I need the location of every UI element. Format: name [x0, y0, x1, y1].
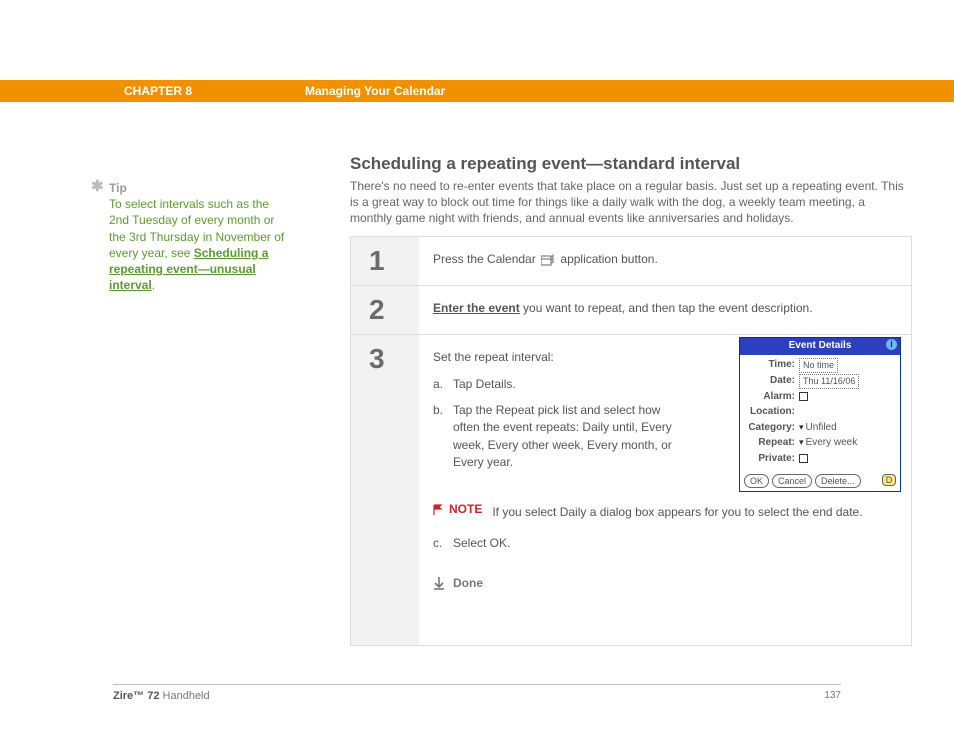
- event-details-dialog: Event Details i Time: No time Date: Thu 11…: [739, 337, 901, 492]
- done-arrow-icon: [433, 577, 445, 591]
- footer-product-bold: Zire™ 72: [113, 690, 159, 702]
- info-icon[interactable]: i: [886, 339, 897, 350]
- time-label: Time:: [745, 358, 795, 373]
- dialog-titlebar: Event Details i: [740, 338, 900, 355]
- repeat-label: Repeat:: [745, 436, 795, 451]
- step-row: 1 Press the Calendar application button.: [351, 237, 911, 286]
- step-body: Enter the event you want to repeat, and …: [419, 286, 911, 334]
- substep-letter: a.: [433, 376, 453, 393]
- time-value[interactable]: No time: [799, 358, 838, 373]
- category-picklist[interactable]: Unfiled: [799, 421, 837, 436]
- step-number: 2: [351, 286, 419, 334]
- private-label: Private:: [745, 452, 795, 467]
- date-label: Date:: [745, 374, 795, 389]
- category-label: Category:: [745, 421, 795, 436]
- page-number: 137: [824, 690, 841, 701]
- footer-product-rest: Handheld: [159, 690, 209, 702]
- dialog-buttons: OK Cancel Delete... D: [740, 471, 900, 491]
- tip-star-icon: ✱: [91, 177, 104, 197]
- tip-label: Tip: [109, 181, 127, 195]
- private-checkbox[interactable]: [799, 454, 808, 463]
- dialog-body: Time: No time Date: Thu 11/16/06 Alarm: Lo…: [740, 355, 900, 472]
- alarm-label: Alarm:: [745, 390, 795, 405]
- step-body: Set the repeat interval: a. Tap Details.…: [419, 335, 911, 645]
- calendar-icon: [541, 254, 555, 266]
- step-body: Press the Calendar application button.: [419, 237, 911, 285]
- step-row: 3 Set the repeat interval: a. Tap Detail…: [351, 335, 911, 645]
- step-number: 1: [351, 237, 419, 285]
- substep-text: Select OK.: [453, 535, 893, 552]
- chapter-title: Managing Your Calendar: [305, 84, 445, 98]
- chapter-label: CHAPTER 8: [124, 84, 192, 98]
- footer-divider: [113, 684, 841, 685]
- step2-text-after: you want to repeat, and then tap the eve…: [520, 301, 813, 315]
- step1-text-after: application button.: [560, 252, 657, 266]
- help-button[interactable]: D: [882, 474, 896, 486]
- substep-letter: c.: [433, 535, 453, 552]
- dialog-title: Event Details: [789, 340, 852, 351]
- enter-event-link[interactable]: Enter the event: [433, 301, 520, 315]
- substep-text: Tap the Repeat pick list and select how …: [453, 402, 683, 472]
- section-heading: Scheduling a repeating event—standard in…: [350, 154, 740, 174]
- date-value[interactable]: Thu 11/16/06: [799, 374, 859, 389]
- location-label: Location:: [745, 405, 795, 420]
- delete-button[interactable]: Delete...: [815, 474, 861, 488]
- footer-product: Zire™ 72 Handheld: [113, 690, 210, 702]
- chapter-header-bar: CHAPTER 8 Managing Your Calendar: [0, 80, 954, 102]
- substep-text: Tap Details.: [453, 376, 683, 393]
- cancel-button[interactable]: Cancel: [772, 474, 812, 488]
- note-label: NOTE: [449, 501, 482, 518]
- done-label: Done: [453, 575, 483, 592]
- step-row: 2 Enter the event you want to repeat, an…: [351, 286, 911, 335]
- intro-paragraph: There's no need to re-enter events that …: [350, 178, 905, 227]
- substep-letter: b.: [433, 402, 453, 472]
- note-row: NOTE If you select Daily a dialog box ap…: [433, 501, 893, 521]
- tip-box: ✱ Tip To select intervals such as the 2n…: [109, 180, 289, 293]
- step1-text-before: Press the Calendar: [433, 252, 539, 266]
- step-number: 3: [351, 335, 419, 645]
- done-marker: Done: [433, 575, 893, 592]
- alarm-checkbox[interactable]: [799, 392, 808, 401]
- substep: c. Select OK.: [433, 535, 893, 552]
- ok-button[interactable]: OK: [744, 474, 769, 488]
- steps-container: 1 Press the Calendar application button.…: [350, 236, 912, 646]
- note-flag-icon: NOTE: [433, 501, 482, 518]
- repeat-picklist[interactable]: Every week: [799, 436, 857, 451]
- tip-period: .: [152, 278, 155, 292]
- note-text: If you select Daily a dialog box appears…: [492, 504, 862, 521]
